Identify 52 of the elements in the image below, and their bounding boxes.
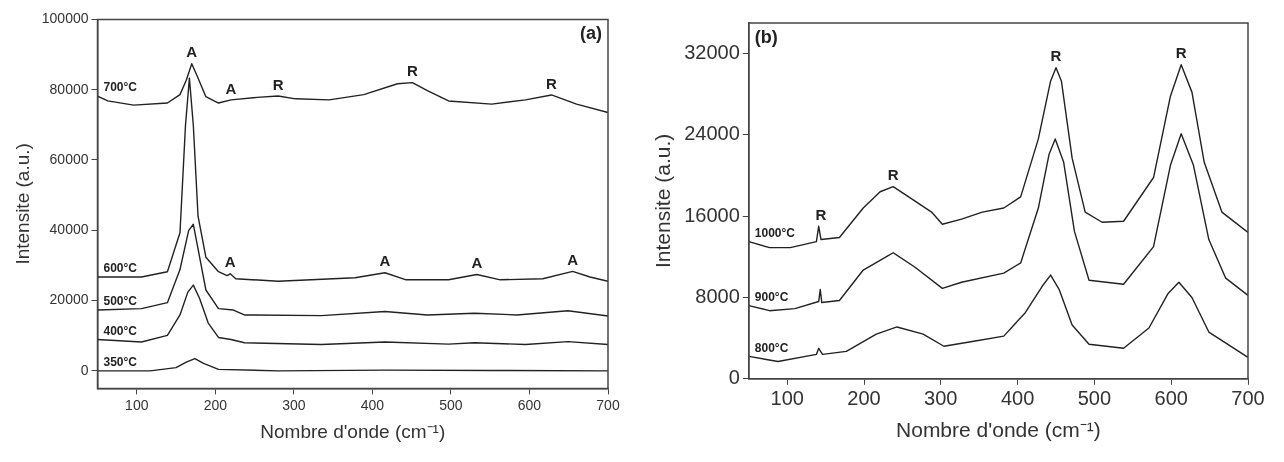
x-tick-label: 300	[924, 387, 958, 410]
x-axis-title: Nombre d'onde (cm⁻¹)	[260, 420, 446, 442]
series-label: 350°C	[103, 355, 138, 370]
series-label: 500°C	[103, 294, 138, 309]
annotation: A	[379, 252, 391, 270]
annotation: A	[567, 251, 579, 269]
y-tick-label: 16000	[684, 203, 740, 226]
annotation: A	[471, 254, 483, 272]
annotation: A	[186, 43, 198, 61]
x-tick-label: 500	[1077, 387, 1112, 410]
annotation: R	[1050, 47, 1062, 65]
y-tick-label: 80000	[49, 80, 89, 97]
y-tick-label: 0	[728, 366, 740, 389]
y-tick-label: 20000	[49, 291, 89, 308]
annotation: A	[224, 253, 236, 271]
x-tick-label: 600	[517, 396, 542, 413]
annotation: R	[407, 62, 419, 80]
annotation: R	[887, 166, 899, 184]
series-label: 600°C	[103, 261, 138, 276]
x-tick-label: 500	[439, 396, 463, 413]
series-label: 700°C	[103, 80, 138, 95]
series-label: 900°C	[754, 289, 789, 304]
x-tick-label: 700	[596, 396, 620, 413]
annotation: R	[546, 74, 558, 92]
x-axis-title: Nombre d'onde (cm⁻¹)	[896, 418, 1101, 442]
annotation: R	[1175, 44, 1187, 62]
y-axis-title: Intensite (a.u.)	[11, 143, 33, 265]
x-tick-label: 600	[1154, 387, 1188, 410]
y-tick-label: 8000	[695, 284, 740, 307]
x-tick-label: 200	[847, 387, 881, 410]
x-tick-label: 200	[203, 396, 228, 413]
y-tick-label: 24000	[684, 122, 740, 145]
series-label: 1000°C	[754, 225, 796, 240]
y-tick-label: 60000	[49, 150, 89, 167]
y-tick-label: 32000	[684, 41, 740, 64]
x-tick-label: 100	[770, 387, 804, 410]
y-axis-title: Intensite (a.u.)	[651, 133, 675, 269]
x-tick-label: 400	[1000, 387, 1035, 410]
annotation: R	[815, 205, 827, 223]
annotation: (a)	[580, 23, 602, 44]
x-tick-label: 100	[125, 396, 149, 413]
series-label: 400°C	[103, 323, 138, 338]
annotation: A	[225, 79, 237, 97]
y-tick-label: 0	[80, 361, 89, 378]
series-label: 800°C	[754, 340, 789, 355]
x-tick-label: 700	[1231, 387, 1265, 410]
annotation: R	[272, 75, 284, 93]
annotation: (b)	[754, 26, 778, 47]
y-tick-label: 40000	[49, 221, 89, 238]
x-tick-label: 400	[360, 396, 385, 413]
x-tick-label: 300	[282, 396, 306, 413]
y-tick-label: 100000	[41, 10, 89, 27]
